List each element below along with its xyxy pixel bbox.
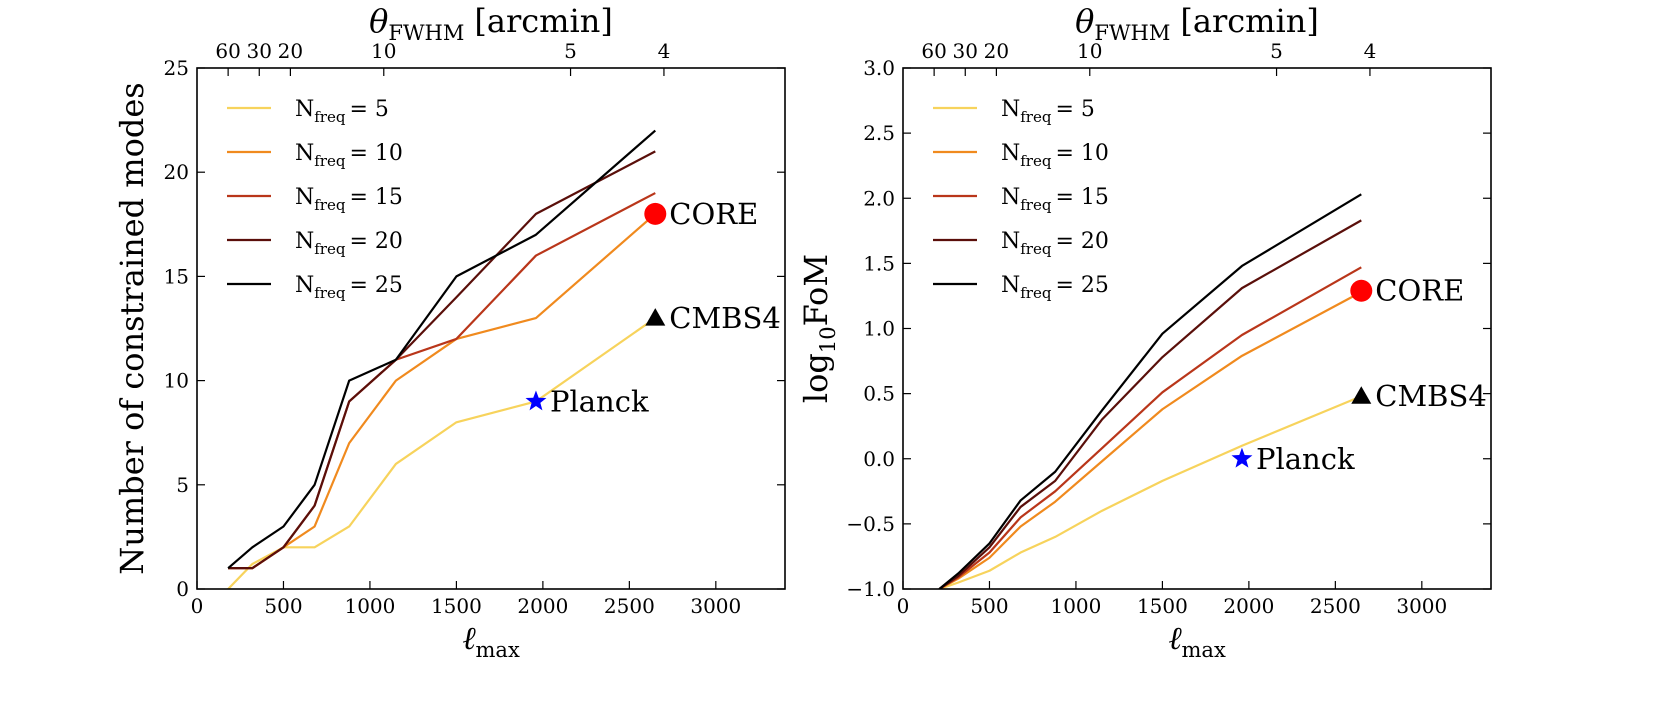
legend-label: Nfreq = 5 [295,97,389,126]
legend-label: Nfreq = 10 [1001,141,1109,170]
x-tick-label: 0 [897,594,910,618]
y-tick-label: −0.5 [846,512,895,536]
series-line-nfreq-10 [938,291,1362,589]
y-tick-label: −1.0 [846,577,895,601]
y-tick-label: 10 [164,369,189,393]
x-tick-label: 2000 [517,594,568,618]
x-tick-label: 1000 [344,594,395,618]
top-tick-label: 10 [371,39,396,63]
top-tick-label: 20 [278,39,303,63]
top-tick-label: 60 [921,39,946,63]
series-line-nfreq-15 [938,266,1362,589]
y-axis-title: Number of constrained modes [113,82,151,574]
y-tick-label: 0.5 [863,382,895,406]
top-tick-label: 60 [215,39,240,63]
marker-label: CMBS4 [669,301,781,335]
top-tick-label: 4 [1364,39,1377,63]
y-tick-label: 2.0 [863,186,895,210]
x-tick-label: 2000 [1223,594,1274,618]
x-axis-title: ℓmax [462,619,520,662]
x-tick-label: 2500 [604,594,655,618]
y-tick-label: 25 [164,56,189,80]
marker-cmbs4-triangle [1351,386,1372,404]
panel-log-fom: 0 500 1000 1500 2000 2500 3000 −1.0 −0.5 0.0 0.5 1.… [797,2,1492,662]
top-axis-title: θFWHM [arcmin] [369,2,613,45]
x-tick-label: 1500 [1137,594,1188,618]
top-tick-label: 30 [247,39,272,63]
x-axis-title: ℓmax [1168,619,1226,662]
marker-core: CORE [644,197,758,231]
top-tick-label: 30 [953,39,978,63]
series-lines [938,193,1362,589]
series-line-nfreq-25 [938,193,1362,589]
legend: Nfreq = 5 Nfreq = 10 Nfreq = 15 Nfreq = 20 Nfreq… [933,97,1109,302]
legend-label: Nfreq = 15 [295,185,403,214]
marker-cmbs4: CMBS4 [1351,379,1487,413]
marker-label: Planck [550,384,649,418]
y-tick-label: 20 [164,160,189,184]
top-tick-label: 4 [658,39,671,63]
legend-label: Nfreq = 20 [1001,229,1109,258]
legend-label: Nfreq = 20 [295,229,403,258]
y-tick-label: 15 [164,264,189,288]
y-tick-label: 0.0 [863,447,895,471]
y-tick-label: 2.5 [863,121,895,145]
series-line-nfreq-5 [938,395,1362,589]
legend-label: Nfreq = 25 [295,273,403,302]
marker-cmbs4-triangle [645,308,666,326]
marker-label: Planck [1256,442,1355,476]
x-tick-label: 3000 [690,594,741,618]
legend-label: Nfreq = 25 [1001,273,1109,302]
y-tick-label: 5 [176,473,189,497]
series-line-nfreq-5 [227,317,656,589]
series-line-nfreq-20 [228,150,656,570]
top-tick-label: 20 [984,39,1009,63]
y-tick-label: 0 [176,577,189,601]
marker-planck: Planck [525,384,649,418]
top-tick-label: 10 [1077,39,1102,63]
legend-label: Nfreq = 5 [1001,97,1095,126]
legend-label: Nfreq = 15 [1001,185,1109,214]
marker-cmbs4: CMBS4 [645,301,781,335]
top-tick-label: 5 [564,39,577,63]
y-tick-label: 3.0 [863,56,895,80]
marker-planck-star [1231,447,1253,468]
marker-label: CORE [1375,274,1464,308]
x-tick-label: 2500 [1310,594,1361,618]
series-line-nfreq-15 [228,192,656,570]
marker-planck-star [525,390,547,411]
x-tick-label: 1500 [431,594,482,618]
series-lines [227,129,657,589]
x-tick-label: 3000 [1396,594,1447,618]
marker-core: CORE [1350,274,1464,308]
x-tick-label: 0 [191,594,204,618]
marker-label: CORE [669,197,758,231]
y-tick-label: 1.0 [863,317,895,341]
top-axis-title: θFWHM [arcmin] [1075,2,1319,45]
series-line-nfreq-25 [227,129,657,569]
x-tick-label: 500 [970,594,1008,618]
marker-core-circle [1350,279,1373,302]
marker-label: CMBS4 [1375,379,1487,413]
y-tick-label: 1.5 [863,251,895,275]
y-axis-title: log10FoM [797,254,840,403]
top-tick-label: 5 [1270,39,1283,63]
legend-label: Nfreq = 10 [295,141,403,170]
legend: Nfreq = 5 Nfreq = 10 Nfreq = 15 Nfreq = 20 Nfreq… [227,97,403,302]
series-line-nfreq-20 [938,219,1362,589]
x-tick-label: 500 [264,594,302,618]
marker-planck: Planck [1231,442,1355,476]
x-tick-label: 1000 [1050,594,1101,618]
marker-core-circle [644,202,667,225]
plot-frame [196,67,786,590]
